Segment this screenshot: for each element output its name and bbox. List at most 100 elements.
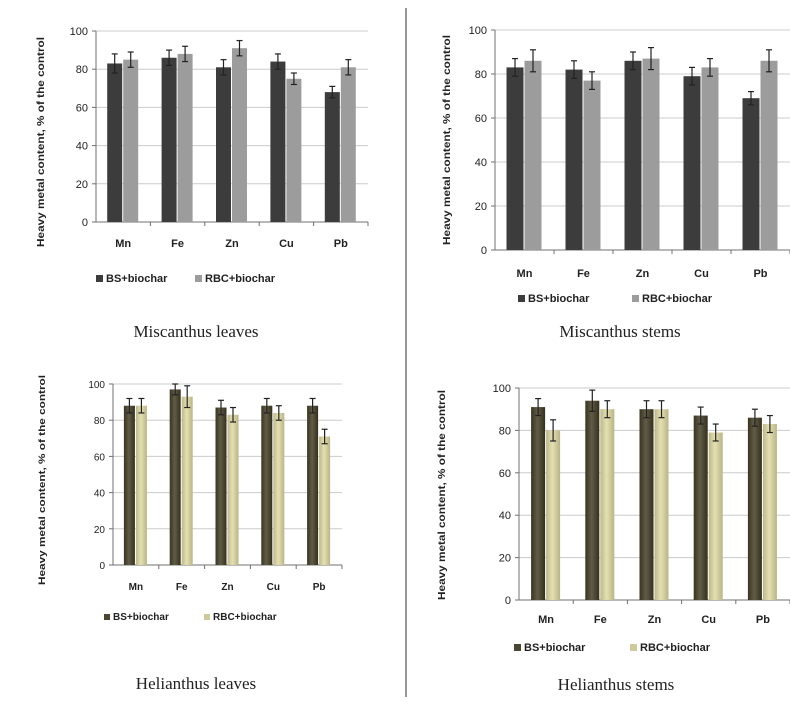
y-tick-label: 80 — [76, 64, 88, 76]
bar-bs-mn — [123, 405, 135, 565]
error-bar — [321, 428, 328, 445]
y-tick-label: 20 — [76, 179, 88, 191]
chart-miscanthus-leaves: 0 20 40 60 80 100 Mn Fe Zn Cu Pb Heavy metal conte… — [36, 26, 369, 341]
y-tick-label: 60 — [76, 102, 88, 114]
bar-rbc-mn — [524, 60, 542, 250]
bar-bs-zn — [216, 67, 231, 222]
bar-rbc-zn — [642, 58, 660, 250]
x-tick-label: Cu — [701, 614, 716, 626]
error-bar — [604, 400, 611, 419]
error-bar — [512, 57, 518, 77]
bar-bs-fe — [585, 400, 600, 600]
error-bar — [172, 383, 179, 396]
y-tick-label: 0 — [481, 245, 487, 257]
legend-swatch-bs — [514, 644, 521, 651]
error-bar — [126, 397, 133, 414]
error-bar — [345, 59, 352, 76]
error-bar — [274, 53, 281, 70]
error-bar — [275, 405, 282, 421]
bar-bs-cu — [693, 415, 708, 600]
x-tick-label: Pb — [313, 582, 326, 593]
bar-bs-cu — [270, 61, 286, 223]
plot-area: 0 20 40 60 80 100 Mn Fe Zn Cu Pb — [469, 25, 790, 280]
error-bar — [751, 408, 758, 427]
legend-label-rbc: RBC+biochar — [213, 612, 277, 623]
bar-rbc-fe — [177, 53, 193, 222]
legend-label-bs: BS+biochar — [106, 273, 168, 285]
error-bar — [230, 406, 236, 423]
error-bar — [748, 90, 754, 106]
y-tick-label: 40 — [499, 510, 511, 522]
legend-swatch-rbc — [632, 295, 639, 302]
bar-bs-zn — [639, 409, 654, 600]
legend: BS+biochar RBC+biochar — [104, 612, 277, 623]
panel-caption: Helianthus leaves — [136, 674, 256, 693]
bar-rbc-pb — [319, 436, 331, 565]
x-tick-label: Zn — [225, 238, 239, 250]
bar-bs-fe — [161, 57, 177, 222]
bar-rbc-cu — [708, 432, 723, 600]
bar-rbc-fe — [583, 80, 601, 250]
y-tick-label: 100 — [88, 380, 105, 391]
y-tick-label: 80 — [499, 425, 511, 437]
y-tick-label: 40 — [76, 141, 88, 153]
bar-bs-pb — [324, 92, 340, 223]
x-tick-label: Mn — [538, 614, 554, 626]
legend-swatch-bs — [518, 295, 525, 302]
legend-swatch-rbc — [195, 275, 202, 282]
y-tick-label: 0 — [99, 561, 105, 572]
x-tick-label: Pb — [334, 238, 348, 250]
error-bar — [184, 385, 191, 409]
y-tick-label: 20 — [94, 525, 106, 536]
x-tick-label: Pb — [756, 614, 770, 626]
x-tick-label: Fe — [594, 614, 607, 626]
error-bar — [182, 45, 189, 63]
y-tick-label: 20 — [475, 201, 487, 213]
x-tick-label: Mn — [129, 582, 143, 593]
x-tick-label: Zn — [648, 614, 662, 626]
error-bar — [689, 66, 695, 86]
legend-label-rbc: RBC+biochar — [642, 293, 713, 305]
error-bar — [218, 399, 224, 416]
error-bar — [329, 85, 336, 99]
x-tick-label: Pb — [753, 268, 767, 280]
y-tick-label: 40 — [475, 157, 487, 169]
legend-swatch-bs — [104, 614, 110, 620]
chart-helianthus-stems: 0 20 40 60 80 100 Mn Fe Zn Cu Pb Heavy metal conte… — [437, 383, 790, 694]
plot-area: 0 20 40 60 80 100 Mn Fe Zn Cu Pb — [70, 26, 369, 250]
chart-miscanthus-stems: 0 20 40 60 80 100 Mn Fe Zn Cu Pb Heavy metal conte… — [442, 25, 790, 341]
error-bar — [111, 53, 118, 74]
bar-rbc-pb — [340, 67, 356, 222]
bar-rbc-zn — [227, 414, 239, 565]
bar-rbc-fe — [181, 396, 193, 565]
legend-swatch-bs — [96, 275, 103, 282]
x-tick-label: Fe — [577, 268, 590, 280]
y-axis-label: Heavy metal content, % of the control — [37, 375, 47, 585]
legend-label-bs: BS+biochar — [524, 642, 586, 654]
bar-bs-pb — [742, 98, 760, 250]
panel-caption: Helianthus stems — [558, 675, 675, 694]
error-bar — [707, 57, 713, 77]
plot-area: 0 20 40 60 80 100 Mn Fe Zn Cu Pb — [88, 380, 343, 593]
bar-rbc-mn — [546, 430, 561, 600]
bar-bs-cu — [683, 76, 701, 250]
error-bar — [535, 398, 542, 417]
bar-rbc-pb — [760, 60, 778, 250]
y-tick-label: 100 — [70, 26, 88, 38]
error-bar — [697, 406, 704, 425]
y-tick-label: 60 — [499, 468, 511, 480]
bar-bs-cu — [261, 405, 273, 565]
error-bar — [127, 51, 134, 68]
x-tick-label: Mn — [517, 268, 533, 280]
y-tick-label: 100 — [493, 383, 511, 395]
bar-rbc-cu — [701, 67, 719, 251]
legend-swatch-rbc — [204, 614, 210, 620]
bar-bs-pb — [307, 405, 319, 565]
bar-bs-mn — [506, 67, 524, 251]
y-tick-label: 0 — [505, 595, 511, 607]
error-bar — [766, 49, 772, 73]
bar-bs-zn — [624, 60, 642, 250]
x-tick-label: Cu — [694, 268, 709, 280]
y-axis-label: Heavy metal content, % of the control — [442, 35, 453, 245]
legend-label-rbc: RBC+biochar — [640, 642, 711, 654]
